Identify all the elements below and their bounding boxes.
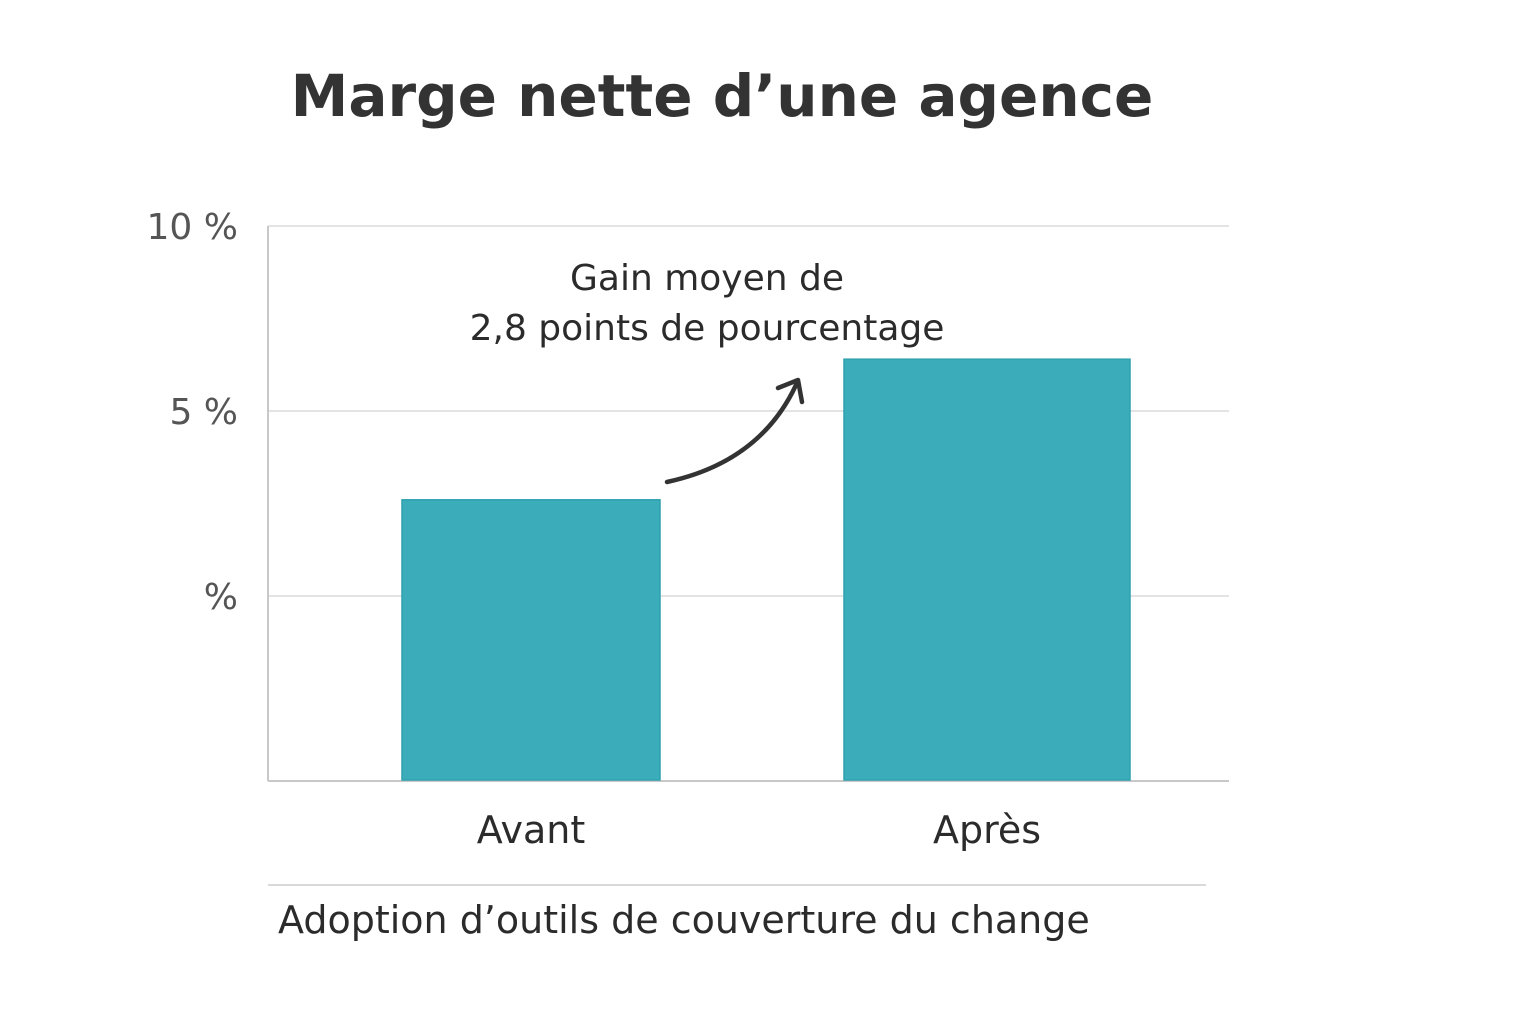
y-tick-label: 5 % <box>169 392 238 433</box>
axes <box>267 226 1229 782</box>
annotation-text-line: Gain moyen de <box>570 258 844 299</box>
annotation-arrowhead <box>775 377 805 405</box>
bar-apres <box>843 358 1131 781</box>
chart-title: Marge nette d’une agence <box>290 62 1154 130</box>
y-tick-labels: 10 % 5 %% <box>147 207 238 618</box>
annotation: Gain moyen de 2,8 points de pourcentage <box>470 258 945 485</box>
footer-divider <box>268 884 1206 886</box>
x-axis-label: Adoption d’outils de couverture du chang… <box>278 898 1090 942</box>
x-tick-label: Après <box>933 808 1041 852</box>
y-tick-label: 10 % <box>147 207 238 248</box>
annotation-text-line: 2,8 points de pourcentage <box>470 308 945 349</box>
bar-avant <box>401 499 661 781</box>
x-tick-labels: Avant Après <box>477 808 1041 852</box>
bars <box>401 358 1131 781</box>
y-tick-label: % <box>204 577 238 618</box>
x-tick-label: Avant <box>477 808 586 852</box>
annotation-arrow <box>664 382 799 485</box>
